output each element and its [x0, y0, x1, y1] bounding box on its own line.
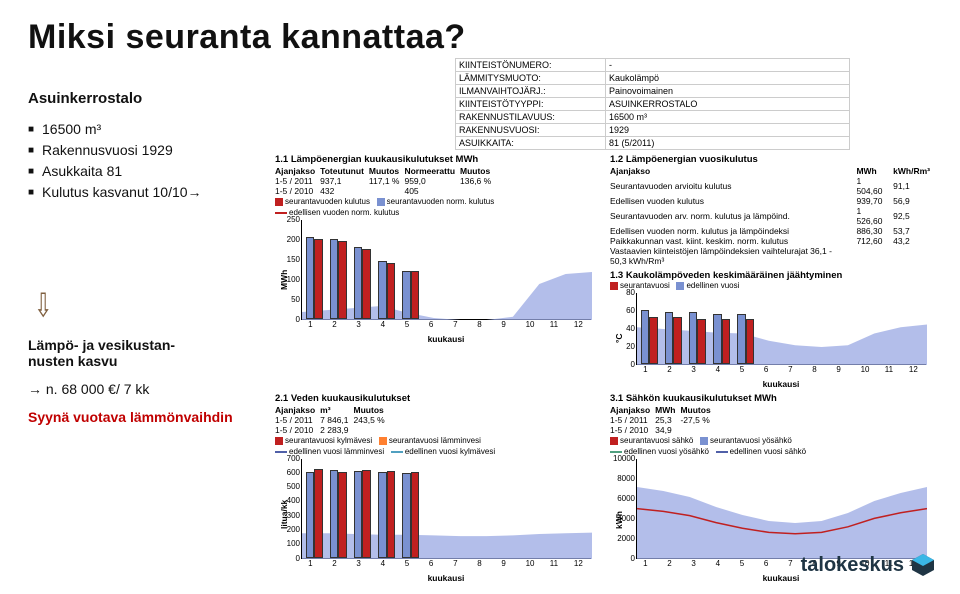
left-cost: → n. 68 000 €/ 7 kk	[28, 381, 258, 397]
chart-1-1: 1.1 Lämpöenergian kuukausikulutukset MWh…	[275, 154, 600, 389]
bullet-item: Asukkaita 81	[28, 161, 258, 182]
chart-1-3: 1.3 Kaukolämpöveden keskimääräinen jääht…	[610, 270, 935, 389]
logo-icon	[910, 552, 936, 578]
left-subhead: Asuinkerrostalo	[28, 90, 258, 107]
bullet-list: 16500 m³ Rakennusvuosi 1929 Asukkaita 81…	[28, 119, 258, 203]
logo: talokeskus	[801, 552, 936, 578]
page-title: Miksi seuranta kannattaa?	[28, 18, 932, 57]
left-syy: Syynä vuotava lämmönvaihdin	[28, 409, 258, 425]
logo-text: talokeskus	[801, 554, 904, 577]
left-lampi: Lämpö- ja vesikustan- nusten kasvu	[28, 337, 258, 369]
bullet-item: 16500 m³	[28, 119, 258, 140]
bullet-item: Rakennusvuosi 1929	[28, 140, 258, 161]
bullet-item: Kulutus kasvanut 10/10→	[28, 182, 258, 203]
info-table: KIINTEISTÖNUMERO:-LÄMMITYSMUOTO:Kaukoläm…	[455, 58, 850, 150]
arrow-down-icon: ⇩	[34, 287, 52, 326]
chart-2-1: 2.1 Veden kuukausikulutuksetAjanjaksom³M…	[275, 393, 600, 583]
table-1-2: 1.2 Lämpöenergian vuosikulutusAjanjaksoM…	[610, 154, 935, 266]
